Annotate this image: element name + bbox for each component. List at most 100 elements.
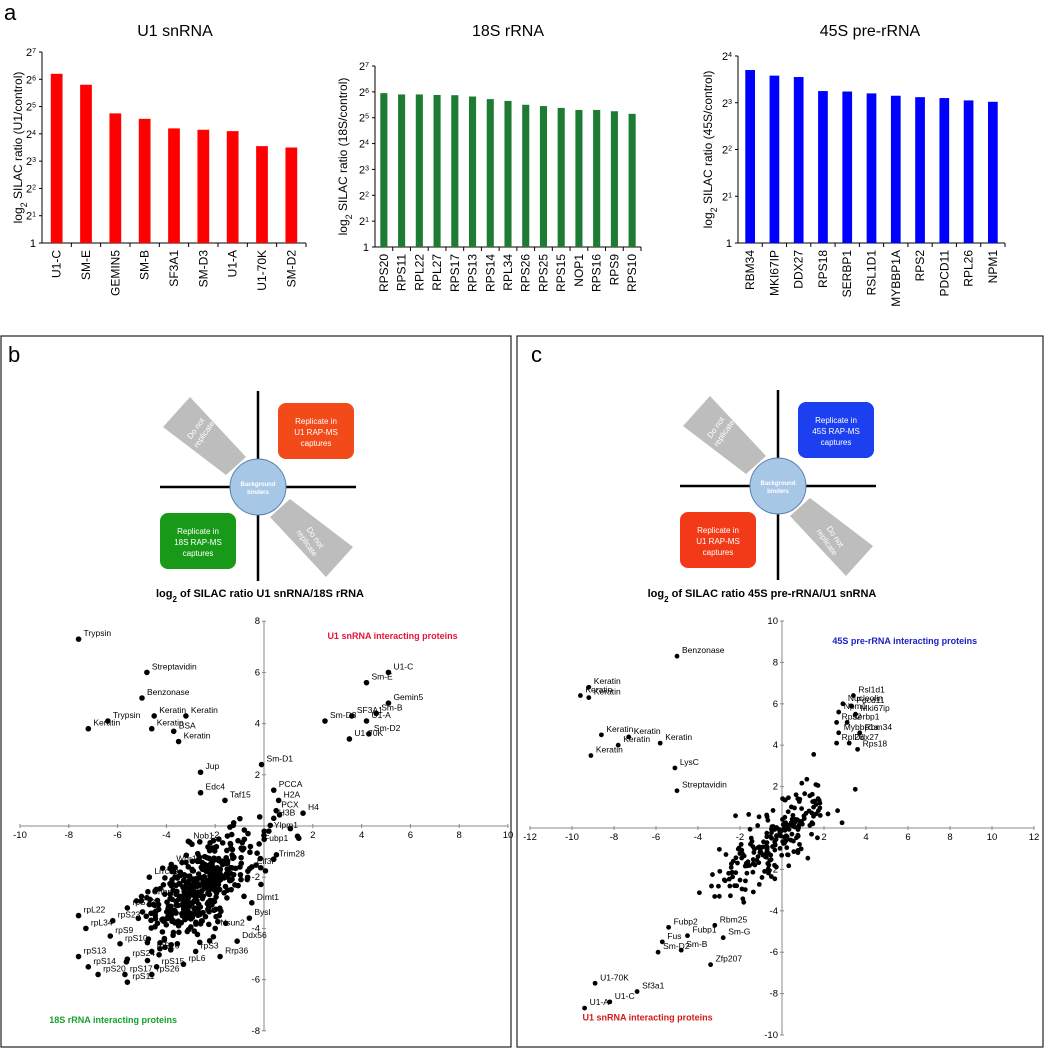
- labeled-data-point: [258, 761, 265, 768]
- y-tick-base: 2: [359, 139, 365, 151]
- y-tick-label: 24: [722, 51, 732, 63]
- labeled-data-point: [83, 925, 89, 932]
- bar: [226, 131, 239, 243]
- data-point: [163, 922, 170, 928]
- data-point: [287, 825, 294, 832]
- point-label: rpS26: [157, 963, 180, 973]
- data-point: [188, 924, 194, 930]
- x-tick-label: -6: [652, 832, 660, 843]
- replicate-box-line: Replicate in: [177, 527, 219, 536]
- y-tick-label: 27: [359, 61, 369, 73]
- labeled-data-point: [144, 669, 150, 676]
- category-label: MKI67IP: [767, 250, 781, 296]
- bar: [504, 100, 512, 248]
- data-point: [261, 828, 268, 835]
- data-point: [183, 852, 190, 859]
- point-label: Serbp1: [852, 711, 880, 721]
- background-binders-circle: [229, 458, 287, 516]
- y-tick-base: 2: [26, 211, 32, 223]
- data-point: [727, 883, 733, 889]
- category-label: RPS10: [625, 254, 639, 292]
- data-point: [155, 901, 162, 908]
- replicate-box-line: captures: [703, 548, 734, 557]
- labeled-data-point: [836, 730, 842, 736]
- y-tick-label: -6: [252, 975, 260, 986]
- data-point: [744, 870, 750, 876]
- data-point: [262, 868, 269, 874]
- labeled-data-point: [124, 979, 131, 985]
- data-point: [767, 858, 773, 863]
- bar: [380, 93, 388, 248]
- labeled-data-point: [270, 856, 277, 863]
- data-point: [156, 951, 162, 958]
- data-point: [239, 839, 246, 846]
- y-tick-label: -10: [764, 1030, 778, 1041]
- data-point: [789, 816, 795, 822]
- data-point: [802, 791, 808, 797]
- data-point: [135, 915, 142, 922]
- bar-chart-title: 18S rRNA: [472, 23, 544, 40]
- data-point: [750, 869, 756, 875]
- x-tick-label: 8: [947, 832, 952, 843]
- data-point: [785, 809, 791, 815]
- y-tick-label: -2: [770, 864, 778, 875]
- data-point: [784, 845, 790, 851]
- data-point: [152, 888, 158, 894]
- replicate-box-line: Replicate in: [697, 526, 739, 535]
- category-label: U1-C: [50, 250, 64, 278]
- data-point: [202, 913, 209, 920]
- y-tick-label: 21: [26, 211, 36, 223]
- data-point: [206, 855, 213, 862]
- point-label: Mki67ip: [861, 703, 891, 713]
- data-point: [759, 875, 765, 880]
- y-tick-base: 2: [359, 216, 365, 228]
- labeled-data-point: [151, 713, 157, 719]
- bar: [433, 94, 441, 248]
- labeled-data-point: [349, 713, 355, 719]
- point-label: Trypsin: [84, 628, 112, 638]
- data-point: [211, 887, 218, 893]
- y-tick-label: 1: [30, 238, 36, 250]
- y-tick-exp: 2: [365, 191, 369, 198]
- category-label: RPS13: [466, 254, 480, 292]
- y-tick-exp: 5: [32, 102, 36, 109]
- y-tick-exp: 2: [32, 184, 36, 191]
- data-point: [716, 893, 722, 899]
- bar: [486, 99, 494, 248]
- labeled-data-point: [659, 939, 665, 945]
- y-tick-exp: 3: [32, 157, 36, 164]
- point-label: rpS16: [157, 940, 180, 950]
- labeled-data-point: [275, 797, 282, 804]
- labeled-data-point: [75, 953, 82, 960]
- category-label: RPS2: [913, 250, 927, 282]
- y-axis-label-sub: 2: [344, 214, 354, 219]
- data-point: [183, 908, 189, 915]
- point-label: rpS23: [118, 910, 141, 920]
- data-point: [747, 826, 753, 832]
- data-point: [159, 929, 166, 935]
- data-point: [197, 911, 203, 918]
- point-label: Keratin: [191, 705, 218, 715]
- labeled-data-point: [197, 789, 204, 796]
- bar: [256, 146, 268, 243]
- x-tick-label: -2: [736, 832, 744, 843]
- data-point: [179, 859, 185, 866]
- labeled-data-point: [249, 864, 255, 870]
- data-point: [816, 808, 821, 813]
- data-point: [754, 857, 760, 863]
- data-point: [201, 853, 208, 860]
- y-axis-label: log2 SILAC ratio (45S/control): [701, 71, 719, 229]
- x-tick-label: 6: [408, 830, 413, 841]
- bar: [109, 113, 122, 244]
- y-axis-label-part: log: [11, 207, 25, 223]
- y-tick-label: -6: [770, 947, 778, 958]
- data-point: [174, 875, 181, 881]
- category-label: U1-70K: [255, 250, 269, 291]
- y-tick-label: 2: [255, 770, 260, 781]
- data-point: [772, 862, 777, 868]
- bar: [939, 98, 950, 243]
- y-tick-label: 24: [26, 129, 36, 141]
- background-binders-label: Background binders: [760, 481, 795, 495]
- point-label: BSA: [179, 720, 196, 730]
- point-label: Rps2: [842, 711, 862, 721]
